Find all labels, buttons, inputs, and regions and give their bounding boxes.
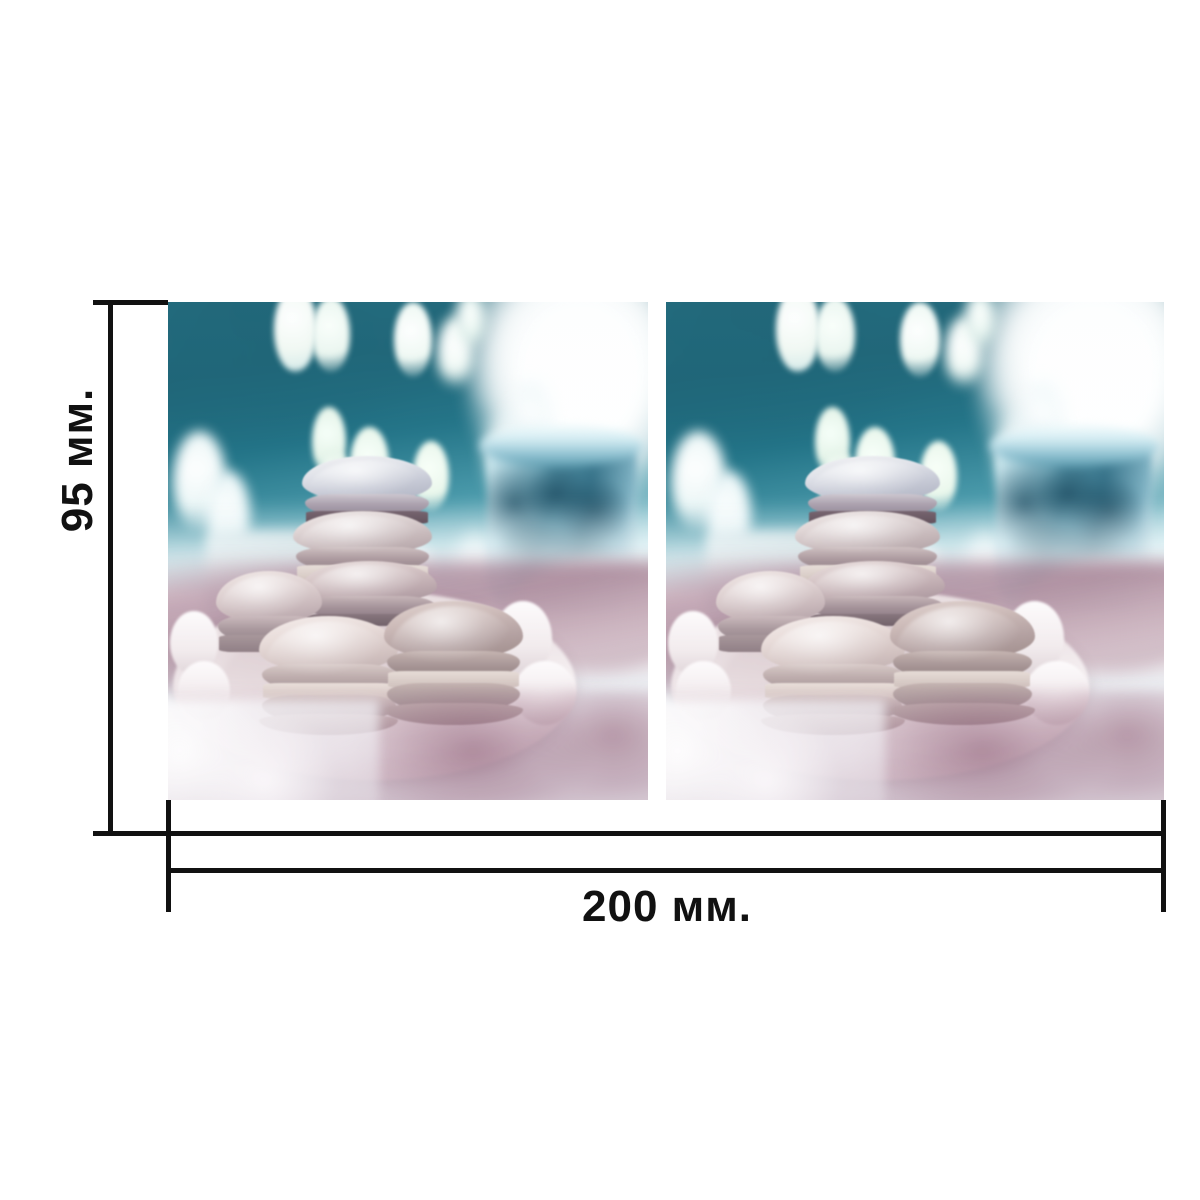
bokeh-light (273, 302, 317, 372)
teacup-rim (989, 425, 1160, 467)
photo-baseline-rule (108, 831, 1166, 836)
macaron-photo-scene (666, 302, 1164, 800)
width-extension-line-left (166, 800, 171, 912)
macaron-sugar-dusting (389, 605, 518, 671)
macaron-sugar-dusting (307, 564, 432, 606)
bokeh-light (393, 302, 432, 377)
width-dimension-label: 200 мм. (582, 882, 752, 931)
macaron (715, 570, 826, 666)
teacup-rim (480, 425, 644, 467)
lace-fabric (666, 700, 886, 800)
height-dimension-label: 95 мм. (53, 387, 102, 533)
photo-panel-left (168, 302, 648, 800)
bokeh-light (815, 302, 856, 372)
macaron-sugar-dusting (895, 605, 1029, 671)
bokeh-light (775, 302, 821, 372)
macaron-sugar-dusting (810, 459, 935, 504)
macaron-photo-scene (168, 302, 648, 800)
height-dimension-tick-top (93, 300, 168, 305)
width-dimension-line (168, 868, 1166, 873)
macaron (292, 511, 432, 596)
macaron-sugar-dusting (811, 564, 940, 606)
macaron-sugar-dusting (720, 574, 821, 624)
height-dimension-line (108, 302, 113, 836)
bokeh-light (456, 302, 485, 347)
bokeh-light (900, 302, 940, 377)
width-extension-line-right (1161, 800, 1166, 912)
macaron (805, 456, 940, 541)
macaron-sugar-dusting (307, 459, 427, 504)
bokeh-light (312, 302, 351, 372)
lace-fabric (168, 700, 380, 800)
photo-panel-right (666, 302, 1164, 800)
bokeh-light (964, 302, 995, 347)
